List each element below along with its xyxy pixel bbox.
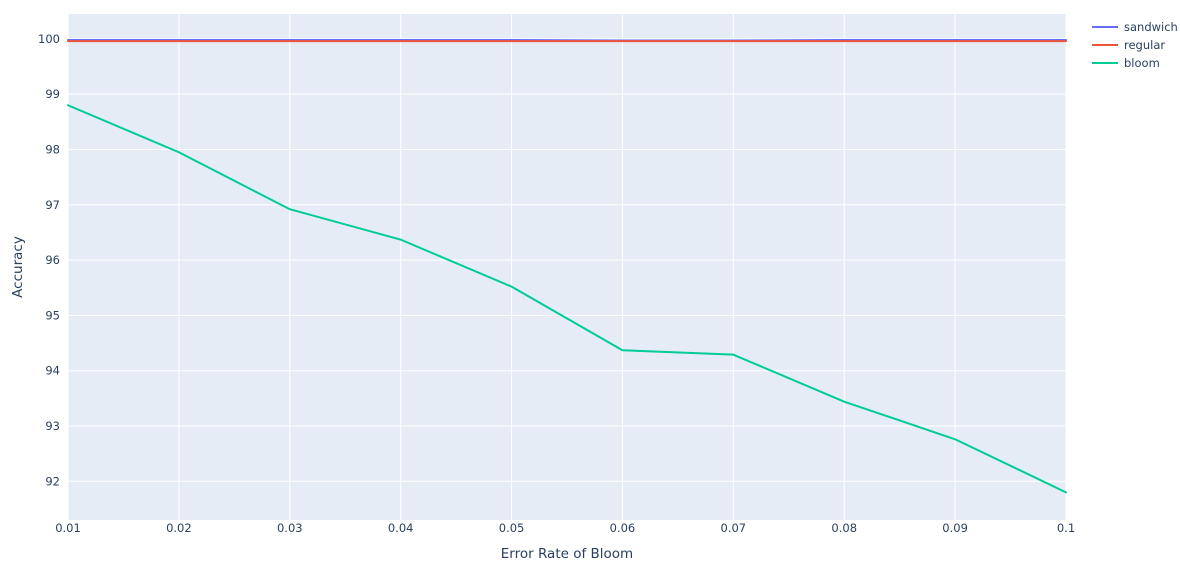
- x-tick-label: 0.01: [55, 521, 81, 535]
- y-tick-label: 95: [45, 308, 60, 322]
- series-lines: [67, 38, 1067, 494]
- legend[interactable]: sandwich regular bloom: [1092, 20, 1178, 70]
- x-tick-labels: 0.01 0.02 0.03 0.04 0.05 0.06 0.07 0.08 0.09 0.1: [55, 521, 1075, 535]
- plot-background: [68, 14, 1066, 520]
- y-tick-label: 94: [45, 364, 60, 378]
- x-tick-label: 0.02: [166, 521, 192, 535]
- y-tick-label: 93: [45, 419, 60, 433]
- y-gridlines: [68, 38, 1066, 482]
- series-line-bloom: [67, 104, 1067, 494]
- y-tick-labels: 92 93 94 95 96 97 98 99 100: [38, 32, 60, 488]
- y-axis-title: Accuracy: [10, 236, 26, 298]
- x-tick-label: 0.05: [499, 521, 525, 535]
- y-tick-label: 100: [38, 32, 60, 46]
- y-tick-label: 98: [45, 142, 60, 156]
- legend-label: regular: [1124, 38, 1165, 52]
- legend-item-sandwich[interactable]: sandwich: [1092, 20, 1178, 34]
- y-tick-label: 96: [45, 253, 60, 267]
- legend-label: sandwich: [1124, 20, 1178, 34]
- legend-label: bloom: [1124, 56, 1160, 70]
- y-tick-label: 99: [45, 87, 60, 101]
- x-tick-label: 0.1: [1057, 521, 1075, 535]
- x-tick-label: 0.04: [388, 521, 414, 535]
- x-tick-label: 0.09: [942, 521, 968, 535]
- x-tick-label: 0.03: [277, 521, 303, 535]
- legend-item-bloom[interactable]: bloom: [1092, 56, 1160, 70]
- x-gridlines: [67, 14, 1067, 520]
- x-axis-title: Error Rate of Bloom: [501, 546, 633, 562]
- legend-item-regular[interactable]: regular: [1092, 38, 1165, 52]
- x-tick-label: 0.06: [610, 521, 636, 535]
- x-tick-label: 0.08: [831, 521, 857, 535]
- y-tick-label: 97: [45, 198, 60, 212]
- y-tick-label: 92: [45, 474, 60, 488]
- x-tick-label: 0.07: [721, 521, 747, 535]
